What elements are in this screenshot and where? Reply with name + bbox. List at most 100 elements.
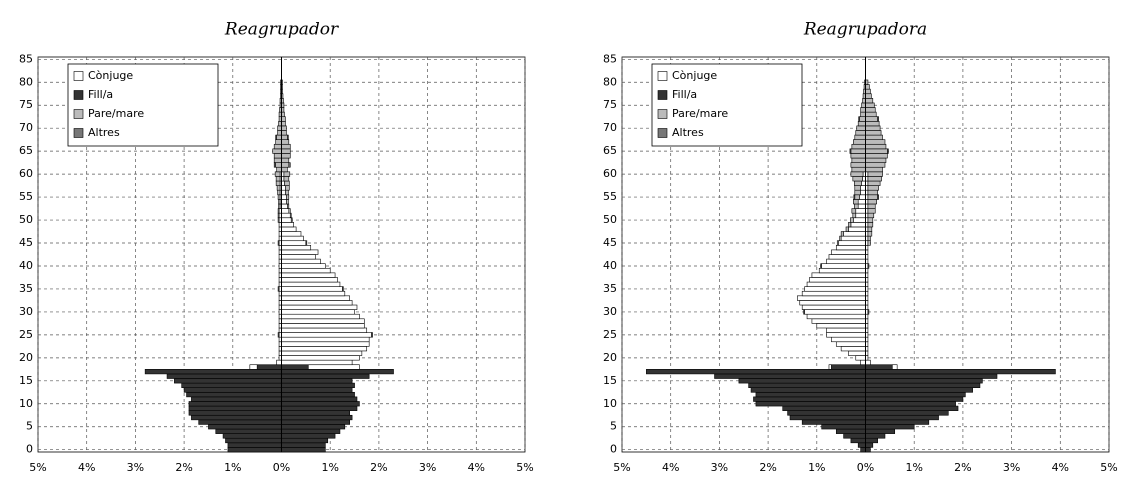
bar — [867, 185, 879, 191]
bar — [714, 373, 866, 379]
bar — [191, 414, 282, 421]
bar — [850, 162, 866, 168]
bar — [277, 130, 282, 136]
bar — [858, 116, 860, 122]
bar — [273, 162, 276, 168]
bar — [867, 208, 876, 214]
legend-swatch — [73, 128, 84, 138]
bar — [281, 369, 394, 375]
bar — [848, 222, 852, 228]
x-tick-label: 2% — [759, 461, 776, 474]
bar — [867, 212, 875, 219]
legend-swatch — [657, 90, 668, 100]
bar — [809, 277, 866, 283]
y-tick-label: 80 — [603, 75, 617, 88]
bar — [750, 387, 866, 393]
y-tick-label: 75 — [19, 98, 33, 111]
bar — [865, 442, 874, 448]
bar — [865, 391, 966, 398]
legend-swatch — [657, 128, 668, 138]
bar — [867, 180, 881, 186]
bar — [181, 382, 282, 388]
bar — [305, 240, 308, 246]
bar — [801, 304, 866, 310]
x-tick-label: 1% — [905, 461, 922, 474]
bar — [191, 396, 282, 402]
bar — [281, 309, 355, 315]
bar — [144, 369, 282, 375]
bar — [273, 153, 282, 159]
x-tick-label: 5% — [613, 461, 630, 474]
y-tick-label: 75 — [603, 98, 617, 111]
bar — [277, 286, 280, 292]
bar — [853, 199, 859, 205]
bar — [799, 300, 866, 306]
bar — [281, 116, 286, 122]
bar — [281, 442, 326, 448]
bar — [281, 148, 291, 154]
bar — [188, 410, 282, 416]
bar — [865, 447, 871, 453]
bar — [198, 419, 282, 425]
legend-label: Cònjuge — [88, 69, 133, 82]
x-tick-label: 4% — [78, 461, 95, 474]
y-tick-label: 65 — [603, 144, 617, 157]
bar — [281, 355, 360, 361]
legend-swatch — [73, 90, 84, 100]
bar — [281, 203, 288, 209]
bar — [646, 369, 866, 375]
bar — [850, 217, 854, 223]
bar — [281, 263, 326, 269]
bar — [281, 350, 363, 356]
bar — [891, 364, 898, 370]
bar — [307, 364, 360, 370]
bar — [801, 290, 866, 297]
bar — [281, 401, 360, 407]
bar — [277, 217, 280, 223]
x-tick-label: 4% — [1052, 461, 1069, 474]
bar — [835, 428, 866, 434]
bar — [854, 185, 861, 191]
y-tick-label: 20 — [603, 351, 617, 364]
bar — [281, 143, 291, 150]
bar — [801, 419, 866, 425]
bar — [851, 143, 866, 150]
bar — [828, 364, 832, 370]
bar — [865, 405, 959, 411]
bar — [826, 258, 866, 264]
bar — [342, 286, 344, 292]
y-tick-label: 25 — [603, 328, 617, 341]
bar — [811, 318, 866, 324]
y-tick-label: 55 — [603, 190, 617, 203]
bar — [865, 359, 871, 366]
x-tick-label: 1% — [321, 461, 338, 474]
bar — [867, 199, 878, 205]
bar — [804, 286, 866, 292]
bar — [839, 235, 842, 242]
bar — [215, 428, 282, 434]
bar — [281, 295, 350, 301]
bar — [281, 272, 336, 278]
bar — [835, 245, 866, 251]
bar — [851, 166, 866, 173]
bar — [853, 217, 866, 223]
bar — [838, 240, 866, 246]
x-tick-label: 5% — [1100, 461, 1117, 474]
bar — [287, 203, 290, 209]
y-tick-label: 10 — [19, 397, 33, 410]
bar — [281, 245, 312, 251]
y-tick-label: 10 — [603, 397, 617, 410]
bar — [840, 231, 844, 237]
bar — [281, 433, 336, 439]
bar — [857, 203, 866, 209]
bar — [188, 401, 282, 407]
bar — [865, 419, 930, 425]
x-tick-label: 0% — [273, 461, 290, 474]
bar — [853, 139, 866, 145]
bar — [867, 189, 878, 196]
bar — [273, 143, 282, 150]
y-tick-label: 20 — [19, 351, 33, 364]
bar — [281, 382, 355, 388]
bar — [826, 327, 866, 333]
bar — [281, 336, 370, 343]
